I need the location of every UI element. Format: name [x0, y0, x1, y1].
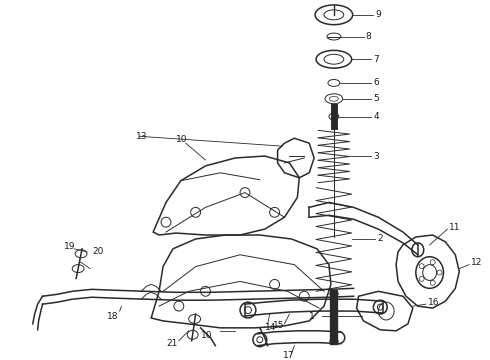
Text: 6: 6	[373, 78, 379, 87]
Text: 21: 21	[166, 339, 177, 348]
Text: 15: 15	[272, 321, 284, 330]
Text: 5: 5	[373, 94, 379, 103]
Text: 14: 14	[265, 323, 276, 332]
Text: 18: 18	[107, 311, 118, 320]
Text: 16: 16	[428, 298, 439, 307]
Text: 4: 4	[373, 112, 379, 121]
Text: 8: 8	[366, 32, 371, 41]
Text: 12: 12	[471, 258, 483, 267]
Text: 2: 2	[377, 234, 383, 243]
Text: 1: 1	[309, 311, 315, 320]
Text: 20: 20	[92, 247, 103, 256]
Text: 10: 10	[176, 135, 187, 144]
Text: 7: 7	[373, 55, 379, 64]
Text: 3: 3	[373, 152, 379, 161]
Text: 10: 10	[200, 331, 212, 340]
Text: 17: 17	[283, 351, 294, 360]
Text: 9: 9	[375, 10, 381, 19]
Text: 11: 11	[449, 222, 461, 231]
Text: 13: 13	[136, 132, 148, 141]
Text: 19: 19	[64, 242, 76, 251]
